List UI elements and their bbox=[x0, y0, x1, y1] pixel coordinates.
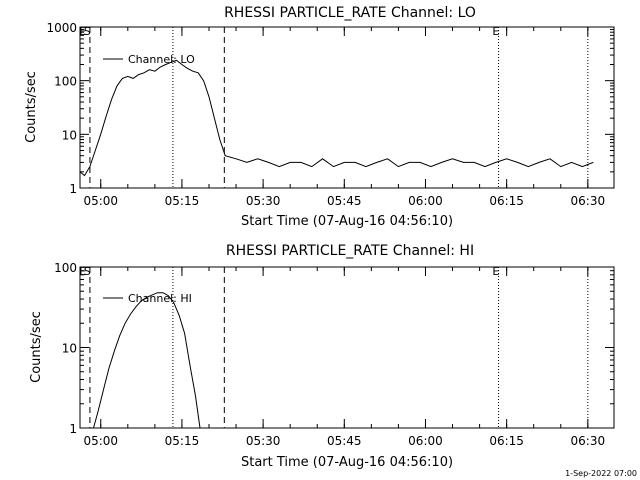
chart-title-lo: RHESSI PARTICLE_RATE Channel: LO bbox=[224, 5, 476, 21]
x-tick-label: 05:00 bbox=[83, 434, 118, 448]
x-tick-label: 05:45 bbox=[327, 194, 362, 208]
legend-lo: Channel: LO bbox=[103, 53, 195, 66]
y-tick-label: 1 bbox=[69, 422, 77, 436]
y-axis-label-hi: Counts/sec bbox=[29, 311, 44, 383]
marker-lines-hi bbox=[89, 267, 589, 428]
footer-timestamp: 1-Sep-2022 07:00 bbox=[565, 469, 637, 478]
flag-label: E bbox=[492, 25, 499, 38]
flags-hi: ES E bbox=[79, 265, 499, 278]
series-line-lo bbox=[79, 59, 594, 177]
legend-label-hi: Channel: HI bbox=[128, 292, 192, 305]
x-ticks-lo: 05:00 05:15 05:30 05:45 06:00 06:15 06:30 bbox=[83, 27, 605, 208]
x-axis-label-lo: Start Time (07-Aug-16 04:56:10) bbox=[241, 214, 453, 229]
x-axis-label-hi: Start Time (07-Aug-16 04:56:10) bbox=[241, 455, 453, 470]
x-tick-label: 05:00 bbox=[83, 194, 118, 208]
y-tick-label: 10 bbox=[62, 342, 77, 356]
flags-lo: ES E bbox=[79, 25, 499, 38]
flag-label: S bbox=[84, 25, 91, 38]
y-tick-label: 1000 bbox=[46, 21, 77, 35]
chart-title-hi: RHESSI PARTICLE_RATE Channel: HI bbox=[226, 243, 474, 259]
x-tick-label: 05:15 bbox=[165, 194, 200, 208]
x-tick-label: 06:00 bbox=[408, 434, 443, 448]
plot-frame-lo bbox=[79, 26, 615, 189]
flag-label: S bbox=[84, 265, 91, 278]
y-ticks-hi: 1 10 100 bbox=[54, 261, 614, 436]
legend-label-lo: Channel: LO bbox=[128, 53, 195, 66]
x-tick-label: 06:15 bbox=[489, 194, 524, 208]
x-tick-label: 05:30 bbox=[246, 434, 281, 448]
x-tick-label: 06:00 bbox=[408, 194, 443, 208]
series-line-hi bbox=[93, 292, 201, 429]
x-tick-label: 06:30 bbox=[571, 434, 606, 448]
y-ticks-lo: 1 10 100 1000 bbox=[46, 21, 614, 196]
x-tick-label: 06:30 bbox=[571, 194, 606, 208]
panel-hi: RHESSI PARTICLE_RATE Channel: HI Counts/… bbox=[29, 243, 615, 470]
flag-label: E bbox=[492, 265, 499, 278]
y-tick-label: 100 bbox=[54, 261, 77, 275]
x-tick-label: 05:30 bbox=[246, 194, 281, 208]
y-tick-label: 1 bbox=[69, 182, 77, 196]
y-tick-label: 10 bbox=[62, 128, 77, 142]
flag-label: E bbox=[79, 265, 86, 278]
x-tick-label: 06:15 bbox=[489, 434, 524, 448]
y-tick-label: 100 bbox=[54, 75, 77, 89]
marker-lines-lo bbox=[89, 27, 589, 188]
legend-hi: Channel: HI bbox=[103, 292, 192, 305]
flag-label: E bbox=[79, 25, 86, 38]
y-axis-label-lo: Counts/sec bbox=[24, 71, 39, 143]
x-tick-label: 05:45 bbox=[327, 434, 362, 448]
x-tick-label: 05:15 bbox=[165, 434, 200, 448]
panel-lo: RHESSI PARTICLE_RATE Channel: LO Counts/… bbox=[24, 5, 615, 229]
x-ticks-hi: 05:00 05:15 05:30 05:45 06:00 06:15 06:30 bbox=[83, 267, 605, 448]
